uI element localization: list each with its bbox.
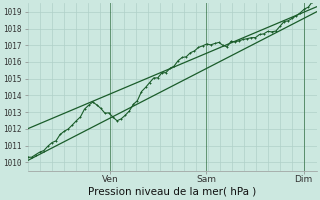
X-axis label: Pression niveau de la mer( hPa ): Pression niveau de la mer( hPa ) bbox=[88, 187, 256, 197]
